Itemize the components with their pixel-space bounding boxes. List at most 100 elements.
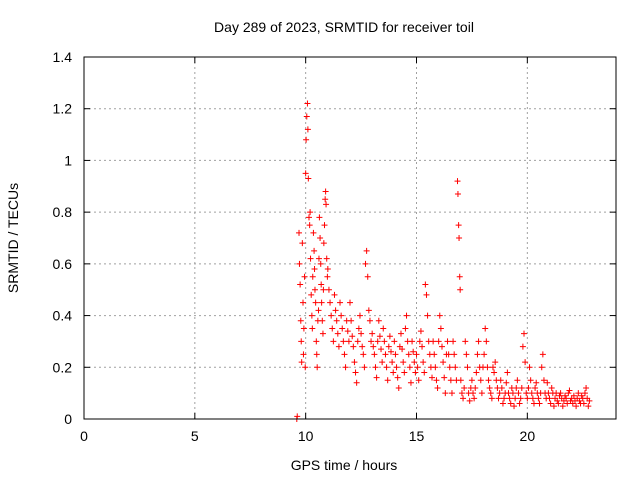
data-point xyxy=(570,392,577,399)
data-point xyxy=(483,338,490,345)
y-tick-label: 1.4 xyxy=(53,49,73,65)
data-point xyxy=(319,330,326,337)
data-point xyxy=(506,395,513,402)
data-point xyxy=(487,390,494,397)
data-point xyxy=(339,325,346,332)
data-point xyxy=(304,100,311,107)
data-point xyxy=(435,338,442,345)
data-point xyxy=(364,273,371,280)
data-point xyxy=(369,330,376,337)
data-point xyxy=(311,286,318,293)
data-points-layer xyxy=(293,100,593,422)
tick-layer xyxy=(83,56,616,420)
data-point xyxy=(305,214,312,221)
data-point xyxy=(478,390,485,397)
data-point xyxy=(437,325,444,332)
data-point xyxy=(421,369,428,376)
data-point xyxy=(535,395,542,402)
data-point xyxy=(539,351,546,358)
data-point xyxy=(311,266,318,273)
data-point xyxy=(394,374,401,381)
data-point xyxy=(580,400,587,407)
data-point xyxy=(481,351,488,358)
x-tick-label: 20 xyxy=(520,428,536,444)
data-point xyxy=(298,359,305,366)
data-point xyxy=(583,384,590,391)
data-point xyxy=(413,351,420,358)
data-point xyxy=(314,364,321,371)
data-point xyxy=(441,374,448,381)
data-point xyxy=(360,351,367,358)
data-point xyxy=(337,299,344,306)
data-point xyxy=(433,377,440,384)
data-point xyxy=(309,325,316,332)
data-point xyxy=(400,359,407,366)
data-point xyxy=(332,307,339,314)
data-point xyxy=(302,364,309,371)
data-point xyxy=(321,222,328,229)
data-point xyxy=(544,379,551,386)
data-point xyxy=(403,312,410,319)
data-point xyxy=(306,222,313,229)
data-point xyxy=(420,359,427,366)
data-point xyxy=(504,369,511,376)
data-point xyxy=(562,392,569,399)
data-point xyxy=(445,351,452,358)
x-tick-label: 0 xyxy=(80,428,88,444)
data-point xyxy=(330,338,337,345)
data-point xyxy=(303,136,310,143)
data-point xyxy=(363,247,370,254)
data-point xyxy=(328,312,335,319)
data-point xyxy=(382,351,389,358)
data-point xyxy=(540,377,547,384)
data-point xyxy=(412,369,419,376)
data-point xyxy=(466,397,473,404)
data-point xyxy=(317,260,324,267)
data-point xyxy=(341,351,348,358)
data-point xyxy=(327,299,334,306)
data-point xyxy=(523,390,530,397)
data-point xyxy=(300,325,307,332)
data-point xyxy=(320,286,327,293)
data-point xyxy=(486,384,493,391)
data-point xyxy=(335,343,342,350)
data-point xyxy=(488,395,495,402)
data-point xyxy=(388,348,395,355)
data-point xyxy=(513,384,520,391)
data-point xyxy=(401,369,408,376)
data-point xyxy=(376,333,383,340)
data-point xyxy=(444,338,451,345)
data-point xyxy=(368,338,375,345)
data-point xyxy=(521,330,528,337)
data-point xyxy=(309,273,316,280)
data-point xyxy=(380,325,387,332)
data-point xyxy=(509,390,516,397)
data-point xyxy=(323,201,330,208)
y-axis-title: SRMTID / TECUs xyxy=(5,183,21,293)
data-point xyxy=(356,312,363,319)
data-point xyxy=(308,291,315,298)
data-point xyxy=(392,351,399,358)
grid-layer xyxy=(84,57,616,419)
data-point xyxy=(522,359,529,366)
data-point xyxy=(381,338,388,345)
data-point xyxy=(424,312,431,319)
x-tick-label: 10 xyxy=(298,428,314,444)
data-point xyxy=(302,170,309,177)
data-point xyxy=(470,390,477,397)
data-point xyxy=(318,299,325,306)
data-point xyxy=(372,364,379,371)
data-point xyxy=(586,397,593,404)
data-point xyxy=(361,364,368,371)
data-point xyxy=(432,364,439,371)
data-point xyxy=(317,235,324,241)
data-point xyxy=(405,351,412,358)
data-point xyxy=(333,317,340,324)
data-point xyxy=(529,395,536,402)
data-point xyxy=(329,325,336,332)
data-point xyxy=(300,299,307,306)
data-point xyxy=(516,400,523,407)
data-point xyxy=(536,400,543,407)
data-point xyxy=(374,338,381,345)
data-point xyxy=(532,384,539,391)
